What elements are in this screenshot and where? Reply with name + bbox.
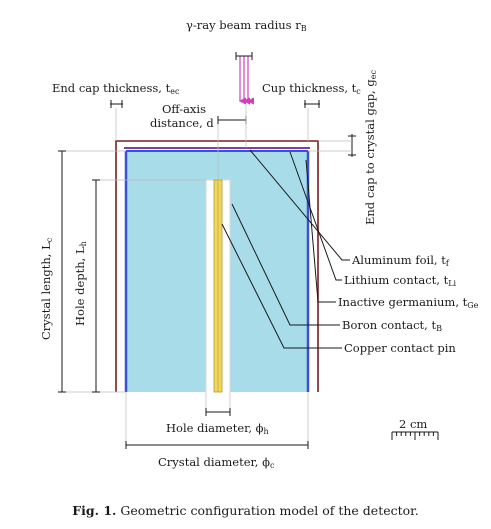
callout-boron-contact: Boron contact, tB <box>342 318 442 333</box>
callout-inactive-germanium: Inactive germanium, tGe <box>338 295 479 310</box>
gap-dim <box>308 134 356 157</box>
crystal-length-label: Crystal length, Lc <box>39 237 54 340</box>
figure-caption: Fig. 1. Geometric configuration model of… <box>0 503 491 518</box>
callout-copper-pin: Copper contact pin <box>344 341 456 355</box>
caption-prefix: Fig. 1. <box>72 503 117 518</box>
offaxis-label-line1: Off-axis <box>162 102 206 116</box>
callout-lithium-contact: Lithium contact, tLi <box>344 273 457 288</box>
beam-label: γ-ray beam radius rB <box>186 18 307 33</box>
end-cap-thickness-label: End cap thickness, tec <box>52 81 180 96</box>
crystal-diameter-label: Crystal diameter, ϕc <box>158 455 275 470</box>
crystal-diameter-dim <box>125 392 309 449</box>
callout-leaders <box>221 149 350 349</box>
gap-label: End cap to crystal gap, gec <box>363 70 378 225</box>
hole-diameter-dim <box>205 392 231 416</box>
end-cap-thickness-dim <box>110 100 123 141</box>
scale-label: 2 cm <box>399 417 427 431</box>
offaxis-label-line2: distance, d <box>150 116 214 130</box>
hole-depth-dim <box>92 179 206 393</box>
callout-aluminum-foil: Aluminum foil, tf <box>351 253 450 268</box>
gamma-beam <box>238 56 254 105</box>
hole-diameter-label: Hole diameter, ϕh <box>166 421 269 436</box>
offaxis-dim <box>217 104 247 180</box>
caption-text: Geometric configuration model of the det… <box>120 503 419 518</box>
scale-bar <box>391 431 439 440</box>
end-cap <box>115 140 319 392</box>
hole-depth-label: Hole depth, Lh <box>73 241 88 326</box>
cup-thickness-label: Cup thickness, tc <box>262 81 361 96</box>
cup-thickness-dim <box>304 100 320 141</box>
